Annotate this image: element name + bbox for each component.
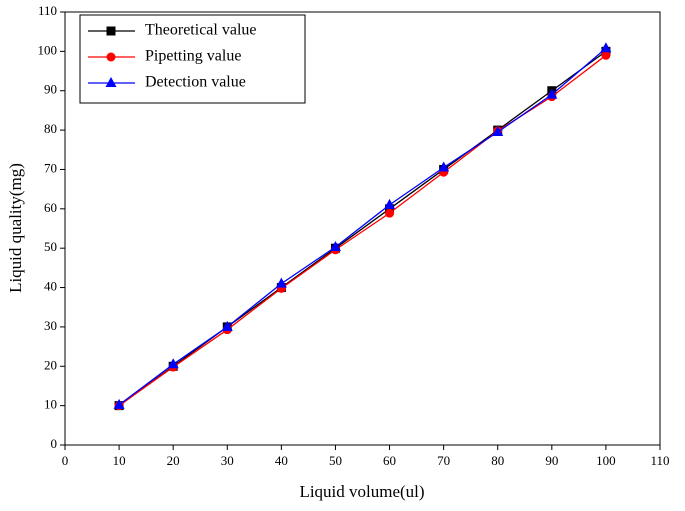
data-point: [600, 42, 612, 53]
data-point: [384, 198, 396, 209]
x-tick-label: 30: [221, 453, 234, 468]
x-tick-label: 70: [437, 453, 450, 468]
y-axis-label: Liquid quality(mg): [6, 163, 25, 293]
legend-marker: [105, 77, 117, 87]
series-line: [118, 50, 607, 407]
data-point: [221, 320, 233, 331]
data-point: [601, 50, 611, 60]
y-tick-label: 40: [44, 279, 57, 294]
x-tick-label: 40: [275, 453, 288, 468]
x-tick-label: 10: [113, 453, 126, 468]
y-tick-label: 80: [44, 121, 57, 136]
y-tick-label: 70: [44, 160, 57, 175]
x-tick-label: 0: [62, 453, 69, 468]
legend-label: Detection value: [145, 74, 246, 91]
data-point: [546, 88, 558, 99]
y-tick-label: 30: [44, 318, 57, 333]
data-point: [167, 358, 179, 369]
x-axis-label: Liquid volume(ul): [299, 482, 424, 501]
x-tick-label: 100: [596, 453, 616, 468]
y-tick-label: 100: [38, 42, 58, 57]
legend-marker: [106, 52, 116, 62]
x-tick-label: 50: [329, 453, 342, 468]
series-line: [118, 47, 607, 406]
x-tick-label: 90: [545, 453, 558, 468]
x-tick-label: 80: [491, 453, 504, 468]
legend-marker: [106, 26, 116, 36]
data-point: [492, 126, 504, 137]
x-tick-label: 20: [167, 453, 180, 468]
x-tick-label: 110: [650, 453, 669, 468]
y-tick-label: 20: [44, 357, 57, 372]
x-tick-label: 60: [383, 453, 396, 468]
y-tick-label: 110: [38, 3, 57, 18]
y-tick-label: 60: [44, 200, 57, 215]
y-tick-label: 90: [44, 82, 57, 97]
data-point: [438, 161, 450, 172]
legend-label: Pipetting value: [145, 48, 241, 65]
y-tick-label: 10: [44, 397, 57, 412]
data-point: [385, 208, 395, 218]
y-tick-label: 0: [51, 436, 58, 451]
y-tick-label: 50: [44, 239, 57, 254]
data-point: [329, 241, 341, 252]
plot-frame: [64, 11, 661, 446]
data-point: [275, 277, 287, 288]
legend-box: [79, 14, 306, 104]
data-point: [113, 398, 125, 409]
legend-label: Theoretical value: [145, 22, 257, 39]
